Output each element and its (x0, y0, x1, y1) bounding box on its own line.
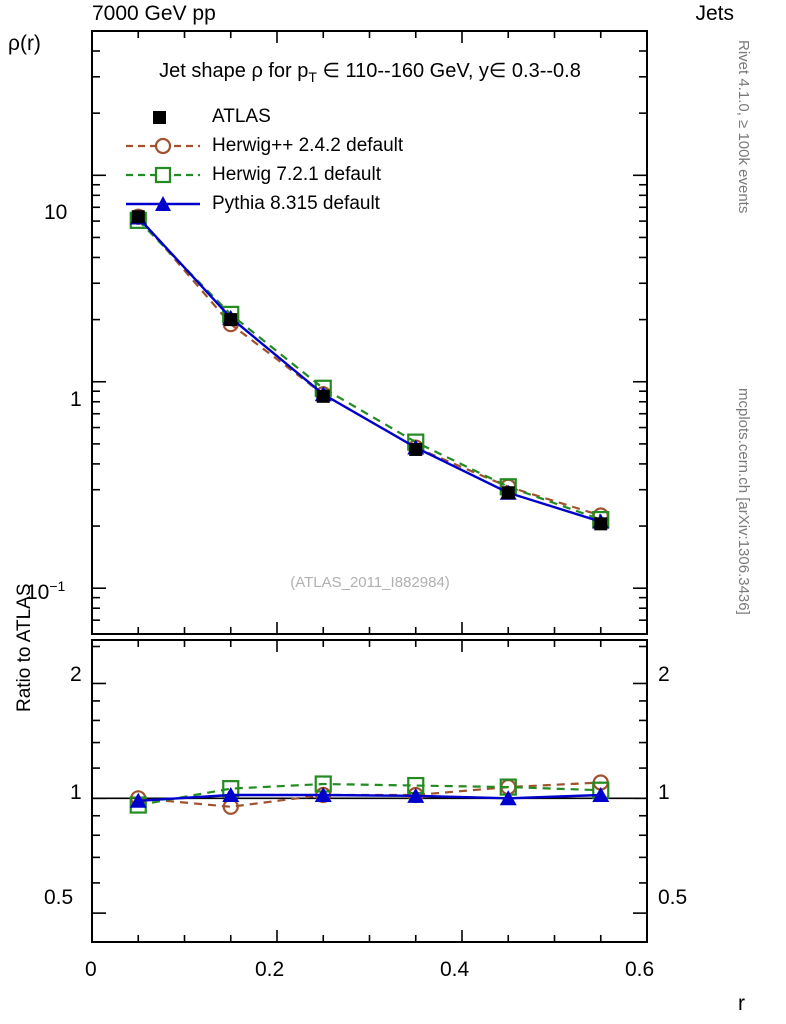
ytick-main-10: 10 (44, 201, 68, 224)
data-point (499, 790, 517, 806)
plot-title-post: ∈ 110--160 GeV, y∈ 0.3--0.8 (316, 60, 581, 82)
series-line (138, 781, 601, 808)
header-beam-label: 7000 GeV pp (92, 2, 216, 25)
legend-key-atlas (124, 104, 202, 130)
data-point (316, 389, 330, 403)
main-panel-frame (91, 30, 648, 635)
header-topic-label: Jets (695, 2, 734, 25)
xtick-0p6: 0.6 (625, 958, 655, 981)
series-line (138, 793, 601, 802)
data-point (129, 792, 147, 808)
ytick-main-1: 1 (70, 388, 82, 411)
data-point (501, 486, 515, 500)
ytick-ratio-0p5-right: 0.5 (658, 886, 688, 909)
ytick-ratio-0p5-left: 0.5 (44, 886, 74, 909)
x-axis-label: r (738, 992, 745, 1015)
legend-key-herwig7 (124, 162, 202, 188)
legend-label-pythia: Pythia 8.315 default (212, 193, 380, 214)
legend-key-pythia (124, 191, 202, 217)
data-point (407, 787, 425, 803)
legend-label-atlas: ATLAS (212, 106, 271, 127)
data-point (409, 442, 423, 456)
ytick-ratio-2-right: 2 (658, 663, 670, 686)
series-line (137, 216, 602, 517)
series-line (137, 216, 602, 523)
xtick-0p4: 0.4 (440, 958, 470, 981)
series-line (137, 219, 602, 521)
y-axis-label-main: ρ(r) (8, 32, 41, 55)
data-point (594, 517, 608, 531)
data-point (314, 787, 332, 803)
xtick-0: 0 (85, 958, 97, 981)
data-point (224, 313, 238, 327)
ytick-ratio-1-left: 1 (70, 781, 82, 804)
legend-label-herwigpp: Herwig++ 2.4.2 default (212, 135, 404, 156)
data-point (592, 787, 610, 803)
ratio-panel-frame (91, 639, 648, 943)
analysis-id-watermark: (ATLAS_2011_I882984) (290, 574, 450, 591)
plot-title-pre: Jet shape ρ for p (159, 60, 309, 82)
plot-title-subscript: T (308, 69, 317, 85)
legend-key-herwigpp (124, 133, 202, 159)
ytick-ratio-2-left: 2 (70, 663, 82, 686)
ytick-main-0p1: 10−1 (26, 578, 66, 604)
data-point (222, 787, 240, 803)
xtick-0p2: 0.2 (255, 958, 285, 981)
ytick-ratio-1-right: 1 (658, 781, 670, 804)
data-point (131, 210, 145, 224)
plot-title: Jet shape ρ for pT ∈ 110--160 GeV, y∈ 0.… (92, 58, 648, 85)
legend-label-herwig7: Herwig 7.2.1 default (212, 164, 381, 185)
